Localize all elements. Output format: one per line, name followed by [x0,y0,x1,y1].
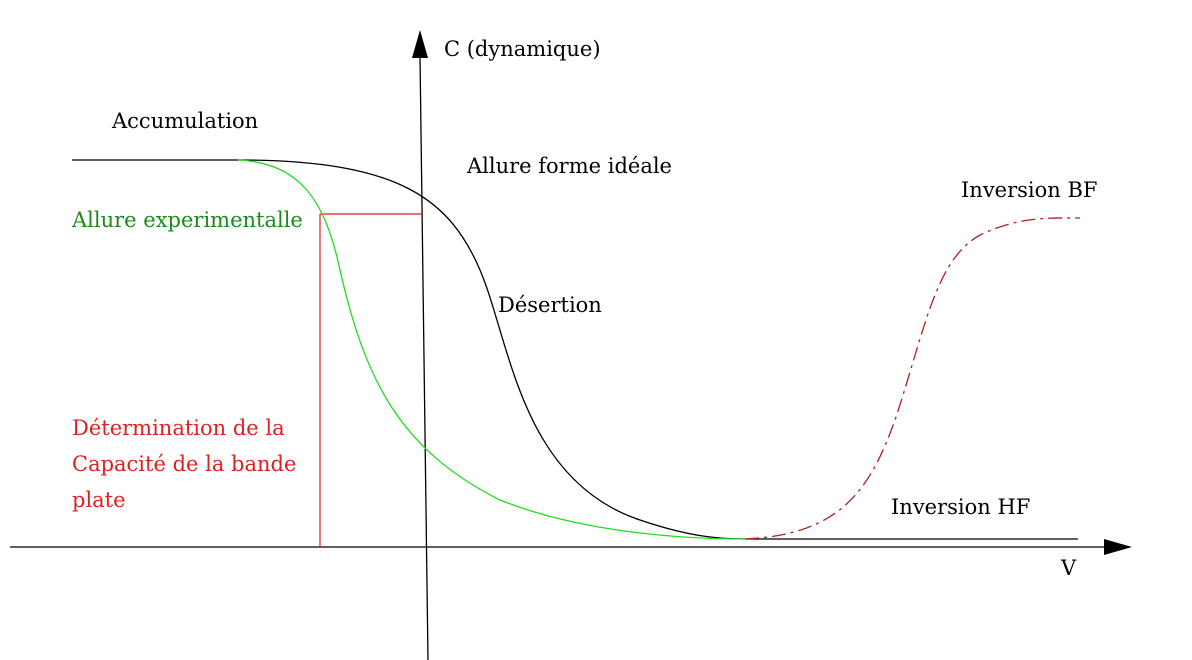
axes [10,30,1132,660]
determination-label-line-1: Détermination de la [72,416,285,440]
inversion-hf-label: Inversion HF [891,495,1030,519]
x-axis-arrowhead [1104,539,1132,555]
x-axis-label: V [1060,556,1077,580]
inversion-bf-label: Inversion BF [961,178,1098,202]
y-axis [419,55,429,660]
ideal-curve-label: Allure forme idéale [466,154,672,178]
y-axis-arrowhead [412,30,428,58]
determination-label-line-2: Capacité de la bande [72,452,296,476]
experimental-curve [237,159,746,540]
accumulation-label: Accumulation [111,109,258,133]
y-axis-label: C (dynamique) [444,37,601,61]
flat-band-determination-lines [319,213,422,547]
inversion-bf-curve [744,217,1081,540]
desertion-label: Désertion [498,293,602,317]
ideal-curve [72,159,1078,540]
determination-label-line-3: plate [72,488,126,512]
experimental-curve-label: Allure experimentalle [71,208,303,232]
